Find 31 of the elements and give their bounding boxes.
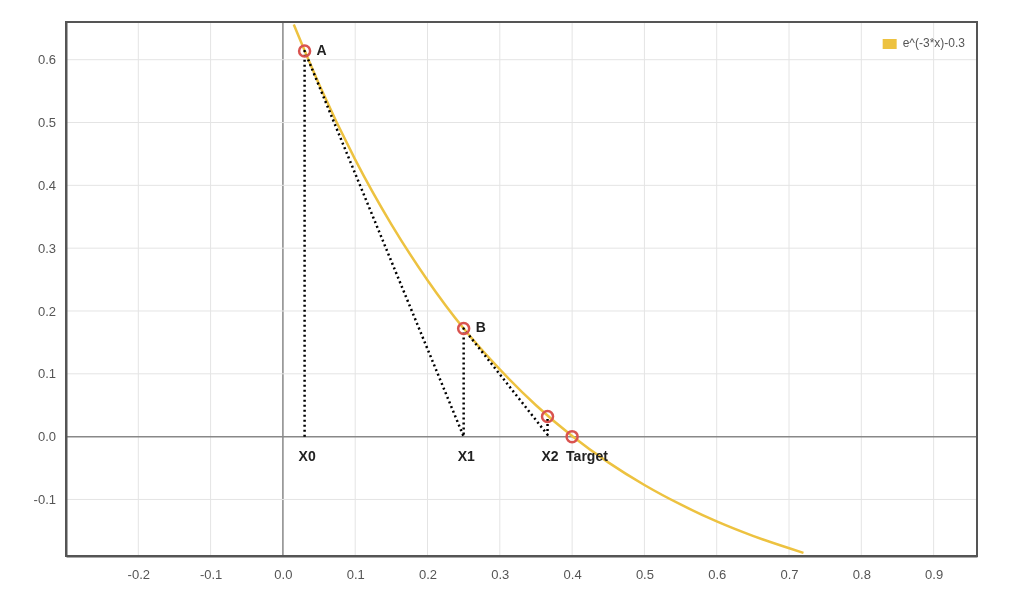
x-tick-label: -0.2 [127,567,150,583]
point [456,321,471,336]
x-tick-label: 0.3 [491,567,510,583]
x-tick-label: -0.1 [199,567,223,583]
point [297,44,312,58]
y-tick-label: 0.4 [37,178,56,193]
annotation: B [475,319,486,336]
x-tick-label: 0.1 [346,567,365,583]
point [540,409,555,424]
x-tick-label: 0.8 [852,567,871,583]
y-tick-label: 0.1 [37,366,56,382]
x-tick-label: 0.4 [563,567,582,583]
annotation: X1 [457,447,475,464]
x-tick-label: 0.9 [925,567,944,583]
x-tick-label: 0.5 [635,567,654,583]
point [565,429,579,444]
annotation: A [316,41,327,58]
y-tick-label: 0.3 [37,240,56,256]
y-tick-label: 0.2 [37,303,56,319]
annotation: X0 [298,447,316,464]
line-series [292,23,805,555]
legend-label: e^(-3*x)-0.3 [902,36,966,51]
annotation: X2 [541,447,559,464]
x-tick-label: 0.2 [418,567,438,583]
x-tick-label: 0.0 [274,567,293,583]
y-tick-label: 0.6 [37,52,56,68]
y-tick-label: -0.1 [33,492,56,508]
y-tick-label: 0.5 [37,115,56,131]
x-tick-label: 0.6 [708,567,727,583]
y-tick-label: 0.0 [37,429,56,445]
x-tick-label: 0.7 [780,567,799,583]
